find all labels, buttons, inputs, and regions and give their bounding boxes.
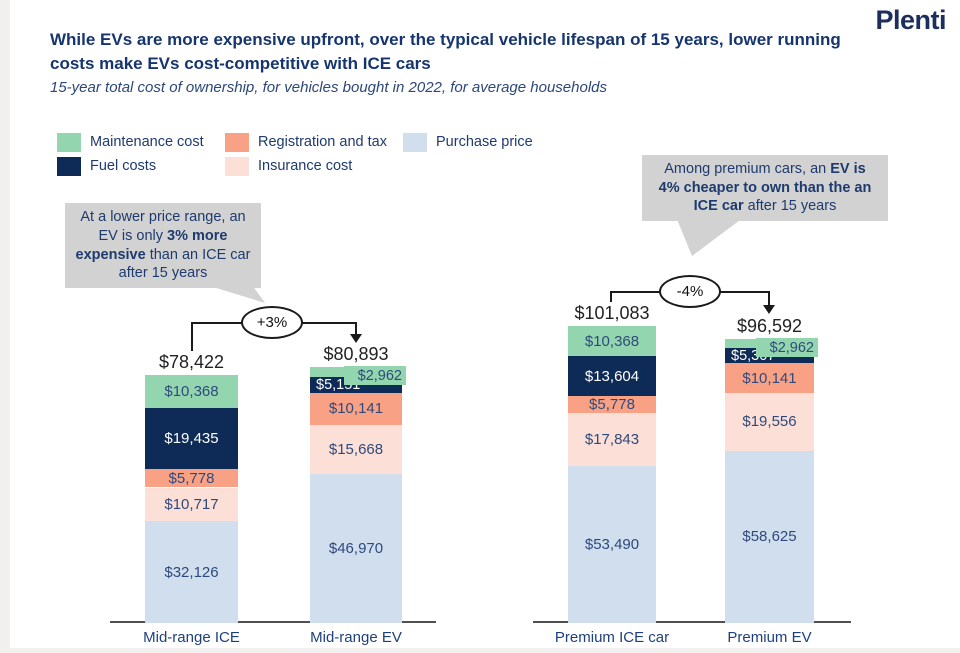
legend-item-insurance-cost: Insurance cost	[225, 156, 352, 176]
callout-text-run: At a lower price range, an EV is only	[80, 208, 246, 244]
segment-maintenance-cost: $10,368	[145, 374, 238, 408]
segment-registration-and-tax: $10,141	[725, 363, 814, 394]
delta-label: -4%	[676, 283, 704, 300]
bracket-left-tick-premium	[610, 291, 612, 302]
registration-and-tax-swatch	[225, 132, 249, 152]
maintenance-cost-swatch	[57, 132, 81, 152]
down-arrow-icon	[350, 334, 362, 343]
segment-value-label: $5,778	[589, 396, 635, 414]
segment-value-label: $19,435	[164, 429, 219, 447]
segment-purchase-price: $53,490	[568, 465, 656, 623]
callout-text-run: 3% more expensive	[75, 227, 228, 263]
segment-value-label: $17,843	[584, 431, 640, 449]
segment-value-label: $10,368	[584, 332, 640, 350]
segment-value-label: $10,717	[164, 495, 219, 513]
segment-value-label: $10,141	[328, 400, 384, 418]
segment-value-label: $46,970	[328, 540, 384, 558]
segment-value-label: $15,668	[328, 441, 384, 459]
legend-label: Registration and tax	[258, 134, 387, 150]
segment-purchase-price: $58,625	[725, 450, 814, 623]
purchase-price-swatch	[403, 132, 427, 152]
category-label-premium-ev: Premium EV	[727, 629, 812, 646]
insurance-cost-swatch	[225, 156, 249, 176]
bar-total-label: $101,083	[574, 303, 650, 323]
category-label-premium-ice-car: Premium ICE car	[554, 629, 670, 646]
chart-title: While EVs are more expensive upfront, ov…	[50, 30, 841, 74]
segment-insurance-cost: $10,717	[145, 487, 238, 522]
callout-mid-range-tail	[213, 287, 265, 303]
category-label-mid-range-ice: Mid-range ICE	[143, 629, 240, 646]
callout-text-run: than an ICE car after 15 years	[118, 246, 251, 282]
segment-insurance-cost: $19,556	[725, 393, 814, 451]
segment-value-label: $58,625	[742, 528, 797, 546]
legend-item-maintenance-cost: Maintenance cost	[57, 132, 204, 152]
segment-purchase-price: $32,126	[145, 521, 238, 623]
segment-registration-and-tax: $10,141	[310, 392, 402, 425]
segment-value-label: $10,141	[742, 369, 797, 387]
bar-total-label: $78,422	[158, 351, 225, 372]
segment-fuel-costs: $13,604	[568, 356, 656, 397]
bar-premium-ev: $2,962 $5,307 $10,141 $19,556 $58,625	[725, 338, 818, 623]
segment-value-label: $13,604	[584, 367, 640, 385]
bracket-arrow-shaft-mid-range	[355, 322, 357, 335]
callout-premium-text: Among premium cars, an EV is 4% cheaper …	[652, 160, 878, 217]
bar-total-label: $80,893	[323, 344, 389, 365]
bar-mid-range-ice: $10,368 $19,435 $5,778 $10,717 $32,126	[145, 374, 238, 623]
legend-label: Insurance cost	[258, 158, 353, 174]
category-label-mid-range-ev: Mid-range EV	[310, 629, 402, 646]
segment-registration-and-tax: $5,778	[145, 469, 238, 488]
bracket-left-tick-mid-range	[191, 322, 193, 351]
plenti-logo: Plenti	[875, 5, 946, 35]
legend-label: Maintenance cost	[90, 134, 204, 150]
segment-purchase-price: $46,970	[310, 474, 402, 623]
x-axis-premium	[533, 621, 851, 623]
delta-badge-premium: -4%	[659, 275, 721, 308]
bar-total-label: $96,592	[736, 316, 803, 337]
segment-value-label: $10,368	[164, 382, 219, 400]
legend-label: Fuel costs	[90, 158, 157, 174]
segment-value-chip: $2,962	[756, 338, 818, 358]
segment-value-label: $32,126	[164, 563, 219, 581]
legend-item-fuel-costs: Fuel costs	[57, 156, 156, 176]
callout-mid-range: At a lower price range, an EV is only 3%…	[65, 203, 261, 288]
segment-value-label: $53,490	[584, 535, 640, 553]
segment-value-label: $19,556	[742, 413, 797, 431]
fuel-costs-swatch	[57, 156, 81, 176]
legend-label: Purchase price	[436, 134, 533, 150]
callout-text-run: EV is 4% cheaper to own than the an ICE …	[658, 160, 872, 215]
x-axis-mid-range	[110, 621, 436, 623]
segment-maintenance-cost: $10,368	[568, 326, 656, 357]
legend-item-registration-and-tax: Registration and tax	[225, 132, 387, 152]
segment-insurance-cost: $15,668	[310, 424, 402, 475]
down-arrow-icon	[763, 305, 775, 314]
segment-value-label: $5,778	[168, 469, 215, 487]
legend-item-purchase-price: Purchase price	[403, 132, 533, 152]
callout-mid-range-text: At a lower price range, an EV is only 3%…	[73, 208, 253, 283]
callout-premium-tail	[677, 220, 740, 256]
bar-premium-ice-car: $10,368 $13,604 $5,778 $17,843 $53,490	[568, 326, 656, 623]
segment-fuel-costs: $19,435	[145, 407, 238, 470]
bar-mid-range-ev: $2,962 $5,151 $10,141 $15,668 $46,970	[310, 366, 406, 623]
bracket-arrow-shaft-premium	[768, 291, 770, 306]
segment-insurance-cost: $17,843	[568, 413, 656, 466]
segment-registration-and-tax: $5,778	[568, 396, 656, 413]
chart-subtitle: 15-year total cost of ownership, for veh…	[50, 79, 608, 96]
callout-text-run: Among premium cars, an	[664, 160, 831, 177]
page-bottom-gutter	[0, 648, 960, 653]
callout-text-run: after 15 years	[743, 198, 837, 215]
delta-badge-mid-range: +3%	[241, 306, 303, 339]
segment-value-chip: $2,962	[344, 366, 406, 386]
delta-label: +3%	[256, 314, 288, 331]
callout-premium: Among premium cars, an EV is 4% cheaper …	[642, 155, 888, 221]
page-left-gutter	[0, 0, 10, 653]
